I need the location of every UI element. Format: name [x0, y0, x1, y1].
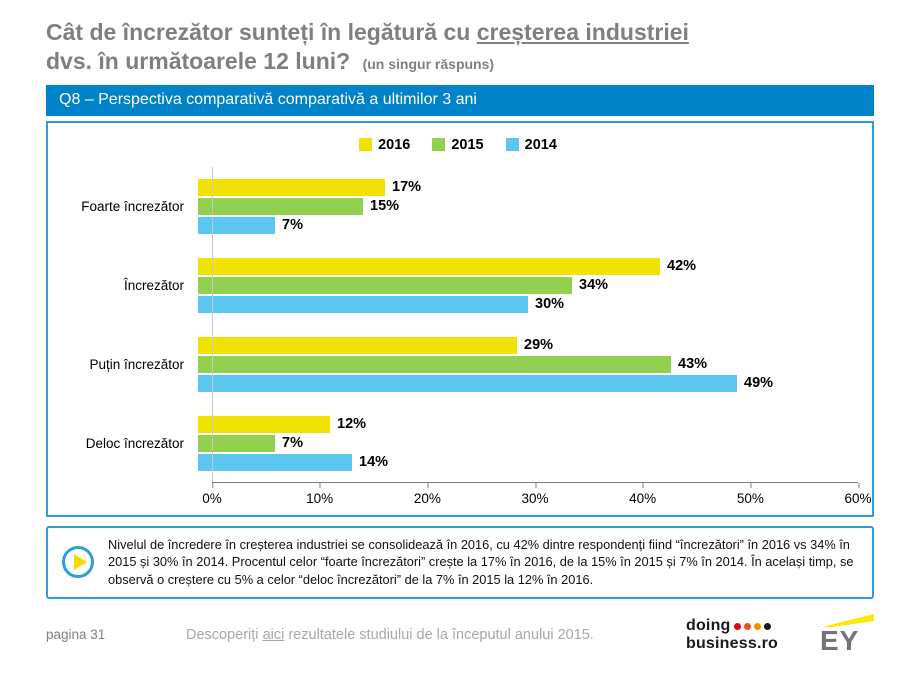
bar-group: 17% 15% 7% — [198, 177, 858, 236]
bar-line: 34% — [198, 276, 858, 294]
legend-label: 2016 — [378, 136, 411, 153]
legend-label: 2014 — [524, 136, 557, 153]
doing-dot — [743, 623, 751, 631]
bar-group: 42% 34% 30% — [198, 256, 858, 315]
x-tick-label: 0% — [202, 482, 222, 506]
legend-swatch — [505, 138, 519, 151]
bar-group: 12% 7% 14% — [198, 414, 858, 473]
bar-2014 — [198, 453, 352, 471]
x-axis: 0% 10% 20% 30% 40% 50% 60% — [202, 482, 872, 509]
bar-line: 43% — [198, 355, 858, 373]
bar-value-label: 43% — [678, 356, 708, 372]
play-arrow-icon — [62, 546, 94, 579]
legend-label: 2015 — [451, 136, 484, 153]
doing-line2: business.ro — [685, 634, 778, 652]
legend-item-2014: 2014 — [505, 136, 557, 153]
footer: pagina 31 Descoperiți aici rezultatele s… — [46, 614, 874, 655]
bar-2014 — [198, 295, 528, 313]
x-tick-label: 20% — [413, 482, 441, 506]
bar-2015 — [198, 434, 275, 452]
page-number: pagina 31 — [46, 627, 106, 643]
x-tick-label: 50% — [736, 482, 764, 506]
bar-line: 29% — [198, 336, 858, 354]
legend-swatch — [359, 138, 373, 151]
bar-value-label: 34% — [579, 277, 609, 293]
legend-item-2015: 2015 — [432, 136, 484, 153]
title-note: (un singur răspuns) — [362, 55, 495, 72]
bar-value-label: 17% — [392, 179, 422, 195]
footer-logos: doing business.ro EY — [686, 614, 874, 655]
doing-dot — [753, 623, 761, 631]
bar-line: 14% — [198, 453, 858, 471]
doing-dot — [763, 623, 771, 631]
bar-2014 — [198, 374, 737, 392]
bar-line: 7% — [198, 216, 858, 234]
ey-logo: EY — [820, 614, 874, 655]
chart-row: Puțin încrezător 29% 43% 49% — [58, 325, 858, 404]
insight-text: Nivelul de încredere în creșterea indust… — [108, 536, 854, 588]
question-banner: Q8 – Perspectiva comparativă comparativă… — [46, 84, 874, 116]
footer-text-after: rezultatele studiului de la începutul an… — [284, 626, 594, 643]
bar-value-label: 7% — [282, 217, 303, 233]
category-label: Deloc încrezător — [85, 435, 184, 451]
bar-value-label: 7% — [282, 435, 303, 451]
doing-dot — [733, 623, 741, 631]
bar-value-label: 29% — [524, 337, 554, 353]
chart-row: Deloc încrezător 12% 7% 14% — [58, 404, 858, 483]
insight-callout: Nivelul de încredere în creșterea indust… — [46, 525, 874, 600]
slide: Cât de încrezător sunteți în legătură cu… — [46, 18, 874, 655]
chart-rows: Foarte încrezător 17% 15% 7% Încrezător 42% 34… — [58, 166, 858, 483]
chart-row: Încrezător 42% 34% 30% — [58, 246, 858, 325]
bar-2014 — [198, 216, 275, 234]
chart-row: Foarte încrezător 17% 15% 7% — [58, 167, 858, 246]
category-label: Încrezător — [123, 277, 184, 293]
ey-text: EY — [820, 625, 860, 657]
bar-value-label: 14% — [359, 454, 389, 470]
ey-beam-icon — [822, 614, 874, 628]
bar-2016 — [198, 257, 660, 275]
footer-message: Descoperiți aici rezultatele studiului d… — [186, 627, 686, 643]
bar-line: 49% — [198, 374, 858, 392]
x-tick-label: 60% — [844, 482, 872, 506]
bar-value-label: 15% — [370, 198, 400, 214]
title-underlined: creșterea industriei — [476, 19, 689, 45]
x-tick-label: 30% — [521, 482, 549, 506]
bar-2016 — [198, 415, 330, 433]
footer-text-before: Descoperiți — [186, 626, 263, 643]
legend-swatch — [432, 138, 446, 151]
title-part1: Cât de încrezător sunteți în legătură cu — [46, 19, 477, 45]
title-part2: dvs. în următoarele 12 luni? — [46, 47, 351, 74]
page-title: Cât de încrezător sunteți în legătură cu… — [46, 18, 874, 76]
bar-line: 17% — [198, 178, 858, 196]
bar-value-label: 12% — [337, 416, 367, 432]
doing-dots — [733, 623, 771, 631]
bar-line: 42% — [198, 257, 858, 275]
category-label: Foarte încrezător — [81, 198, 184, 214]
legend-item-2016: 2016 — [359, 137, 410, 153]
bar-line: 15% — [198, 197, 858, 215]
bar-2016 — [198, 178, 385, 196]
bar-value-label: 42% — [667, 258, 697, 274]
bar-line: 7% — [198, 434, 858, 452]
bar-value-label: 49% — [744, 375, 774, 391]
bar-2015 — [198, 355, 671, 373]
bar-2015 — [198, 197, 363, 215]
bar-group: 29% 43% 49% — [198, 335, 858, 394]
doing-line1: doing — [685, 617, 731, 635]
footer-link-aici[interactable]: aici — [262, 626, 285, 643]
bar-2015 — [198, 276, 572, 294]
x-tick-label: 40% — [629, 482, 657, 506]
bar-2016 — [198, 336, 517, 354]
doingbusiness-logo: doing business.ro — [686, 617, 778, 652]
bar-value-label: 30% — [535, 296, 565, 312]
bar-line: 30% — [198, 295, 858, 313]
chart-legend: 2016 2015 2014 — [58, 137, 858, 153]
category-label: Puțin încrezător — [89, 356, 184, 372]
x-tick-label: 10% — [306, 482, 334, 506]
bar-line: 12% — [198, 415, 858, 433]
chart-container: 2016 2015 2014 Foarte încrezător 17% 15% 7% În… — [46, 120, 874, 517]
